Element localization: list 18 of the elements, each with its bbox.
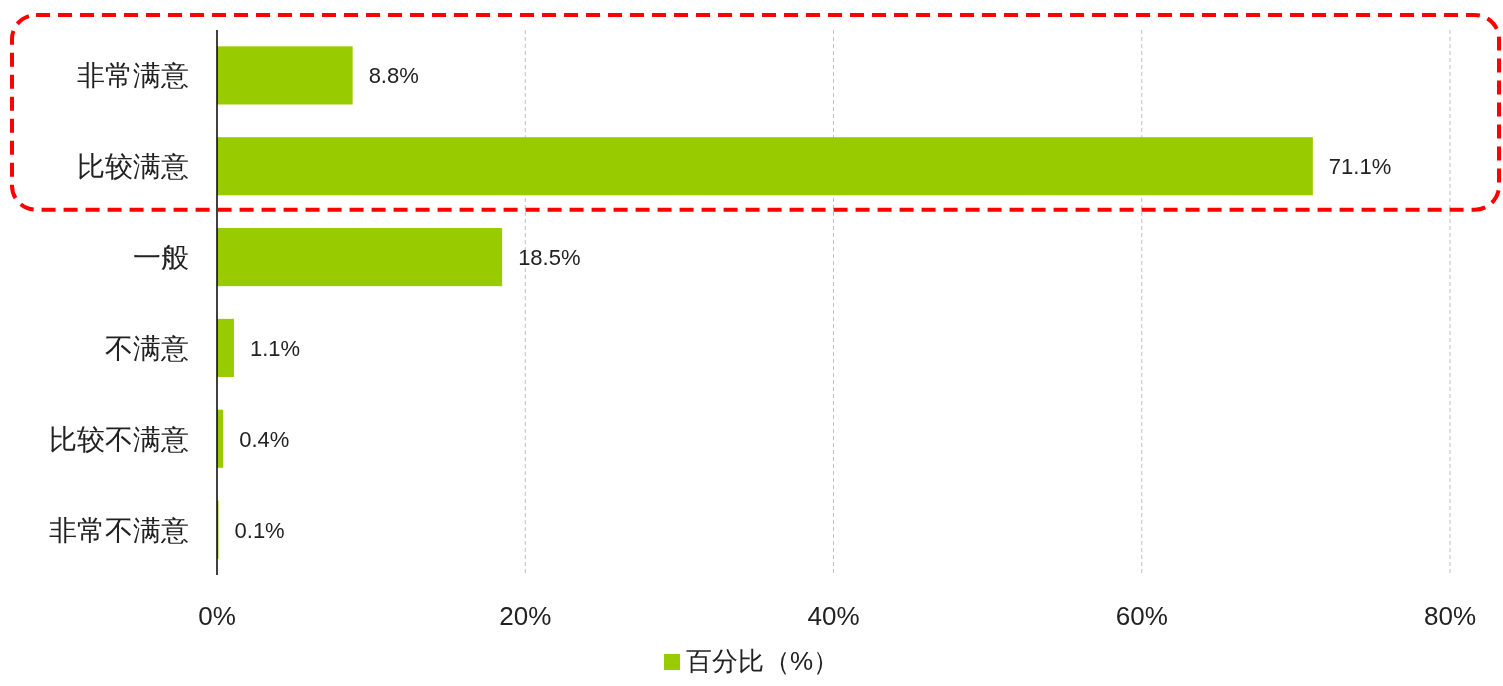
- y-tick-label: 非常不满意: [49, 514, 189, 546]
- x-tick-label: 60%: [1115, 601, 1168, 631]
- y-tick-label: 比较不满意: [49, 423, 189, 455]
- data-label: 8.8%: [368, 63, 419, 89]
- x-tick-label: 80%: [1423, 601, 1477, 631]
- y-tick-label: 比较满意: [77, 151, 189, 183]
- x-tick-label: 0%: [198, 601, 236, 631]
- x-tick-label: 20%: [499, 601, 552, 631]
- data-label: 18.5%: [518, 245, 581, 271]
- data-label: 1.1%: [249, 335, 301, 361]
- data-label: 0.4%: [239, 426, 290, 452]
- data-label: 0.1%: [234, 517, 285, 543]
- data-label: 71.1%: [1328, 154, 1392, 180]
- x-tick-label: 40%: [807, 601, 860, 631]
- legend-label: 百分比（%）: [686, 646, 840, 676]
- y-tick-label: 不满意: [105, 332, 189, 364]
- y-tick-label: 一般: [133, 242, 189, 274]
- y-tick-label: 非常满意: [77, 60, 189, 92]
